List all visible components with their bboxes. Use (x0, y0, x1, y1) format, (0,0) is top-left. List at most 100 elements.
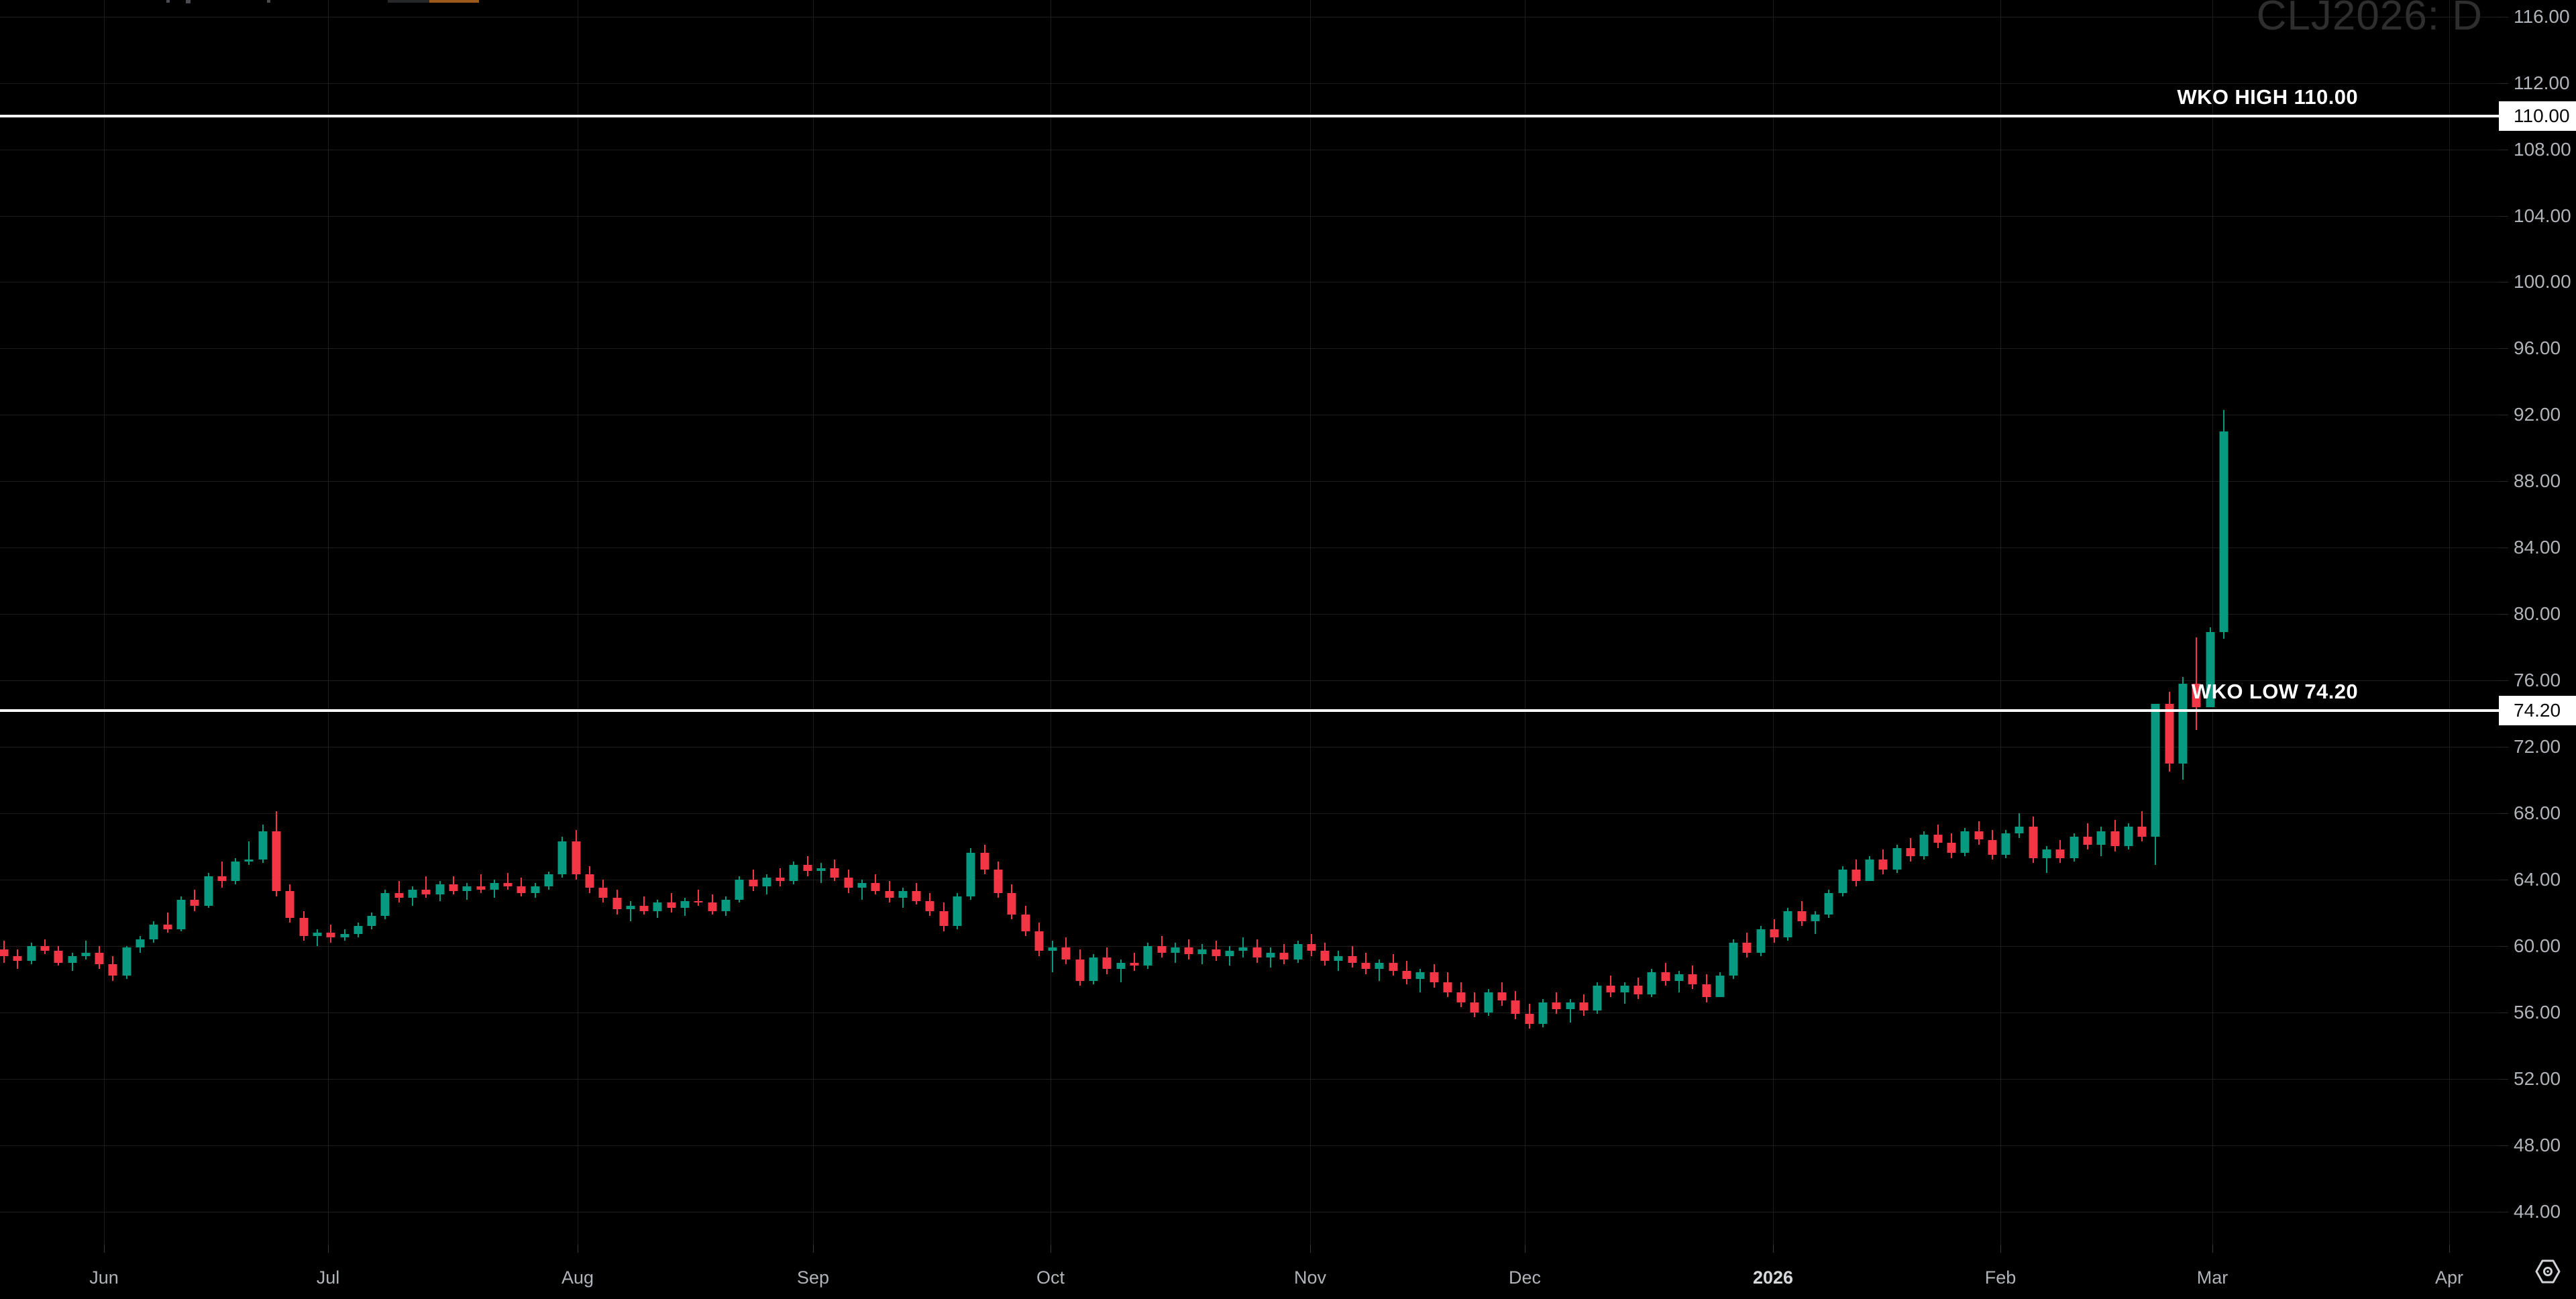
candle-body (2192, 684, 2201, 707)
price-tick-mark (2499, 945, 2508, 947)
candle-wick (316, 929, 318, 946)
candle-body (598, 888, 608, 898)
candle-body (449, 884, 458, 892)
candle-body (1824, 892, 1833, 915)
price-tick-label: 116.00 (2514, 5, 2570, 27)
candle-body (816, 868, 826, 872)
candle-body (1511, 1000, 1520, 1015)
price-tick-mark (2499, 614, 2508, 615)
candle-wick (2019, 813, 2021, 839)
wko-low-line[interactable] (0, 709, 2499, 712)
grid-line-horizontal (0, 680, 2499, 682)
price-axis[interactable]: 116.00 112.00 108.00 104.00 100.00 96.00 92.00… (2489, 0, 2576, 1245)
candle-body (231, 861, 240, 882)
candle-body (1361, 962, 1371, 970)
price-tick-label: 68.00 (2514, 802, 2561, 823)
candle-body (1184, 947, 1193, 955)
time-tick-mark (1773, 1245, 1774, 1253)
candle-body (1742, 942, 1752, 953)
time-tick-label: Sep (796, 1267, 830, 1288)
time-tick-mark (813, 1245, 814, 1253)
candle-body (1007, 892, 1016, 915)
candle-body (1878, 860, 1888, 870)
candle-body (176, 899, 186, 930)
candle-body (2015, 826, 2024, 833)
candle-body (299, 917, 309, 936)
candle-wick (1052, 941, 1054, 973)
candle-wick (629, 901, 631, 921)
candle-body (2165, 703, 2174, 764)
candle-wick (1814, 911, 1816, 935)
candle-body (27, 945, 36, 962)
candle-body (1334, 955, 1343, 962)
candle-body (1320, 951, 1330, 962)
wko-low-badge[interactable]: 74.20 (2489, 695, 2576, 725)
candle-body (925, 901, 934, 911)
time-tick-label: Mar (2196, 1267, 2229, 1288)
candle-wick (85, 941, 87, 959)
candle-wick (507, 872, 509, 890)
candle-body (1061, 947, 1071, 959)
chart-plot-area[interactable]: WKO HIGH 110.00 WKO LOW 74.20 CLJ2026: D (0, 0, 2499, 1245)
candle-wick (820, 863, 822, 883)
candle-body (1688, 974, 1697, 984)
wko-high-line[interactable] (0, 115, 2499, 118)
candlestick-series (0, 409, 2229, 1029)
candle-body (367, 916, 376, 927)
time-axis[interactable]: Jun Jul Aug Sep Oct Nov Dec 2026 Feb Mar Apr (0, 1245, 2576, 1299)
candle-body (1266, 952, 1275, 958)
candle-body (544, 874, 553, 886)
grid-line-horizontal (0, 481, 2499, 482)
candle-wick (1174, 942, 1176, 963)
time-tick-mark (2449, 1245, 2450, 1253)
candle-body (1552, 1002, 1561, 1009)
price-tick-mark (2499, 481, 2508, 482)
candle-body (2042, 849, 2051, 858)
candle-body (694, 901, 703, 903)
candle-body (68, 955, 76, 963)
candle-body (380, 892, 390, 917)
candle-body (2178, 684, 2188, 764)
candle-body (462, 886, 472, 892)
price-tick-label: 88.00 (2514, 470, 2561, 492)
candle-wick (2141, 811, 2143, 841)
time-tick-mark (2000, 1245, 2001, 1253)
candle-body (490, 882, 499, 890)
candle-body (966, 853, 975, 896)
candle-body (667, 902, 676, 908)
candle-body (1252, 947, 1262, 958)
candle-body (40, 945, 50, 951)
wko-high-badge[interactable]: 110.00 (2489, 101, 2576, 132)
candle-body (1212, 949, 1221, 956)
candle-body (190, 899, 199, 906)
grid-line-vertical (2212, 0, 2213, 1245)
candle-wick (780, 868, 782, 886)
candle-body (803, 864, 812, 872)
price-tick-mark (2499, 215, 2508, 217)
price-tick-label: 52.00 (2514, 1068, 2561, 1089)
candle-body (626, 906, 635, 910)
candle-body (517, 886, 526, 893)
price-tick-label: 48.00 (2514, 1134, 2561, 1155)
time-tick-label: Jun (89, 1267, 119, 1288)
candle-wick (221, 861, 223, 888)
candle-wick (1569, 998, 1571, 1023)
time-tick-label: Apr (2434, 1267, 2464, 1288)
candle-body (1661, 972, 1670, 981)
time-tick-mark (328, 1245, 329, 1253)
hex-target-icon[interactable] (2534, 1258, 2561, 1285)
candle-body (1702, 984, 1711, 998)
candle-body (1633, 986, 1643, 994)
candle-wick (1229, 945, 1230, 966)
grid-line-vertical (1310, 0, 1311, 1245)
candle-wick (1338, 951, 1340, 971)
candle-wick (1269, 947, 1271, 968)
candle-body (1102, 957, 1112, 970)
price-tick-label: 108.00 (2514, 138, 2571, 160)
candle-body (1783, 911, 1792, 938)
candle-body (2219, 431, 2229, 633)
grid-line-horizontal (0, 1078, 2499, 1080)
candle-body (81, 952, 91, 956)
candle-wick (1379, 959, 1381, 981)
